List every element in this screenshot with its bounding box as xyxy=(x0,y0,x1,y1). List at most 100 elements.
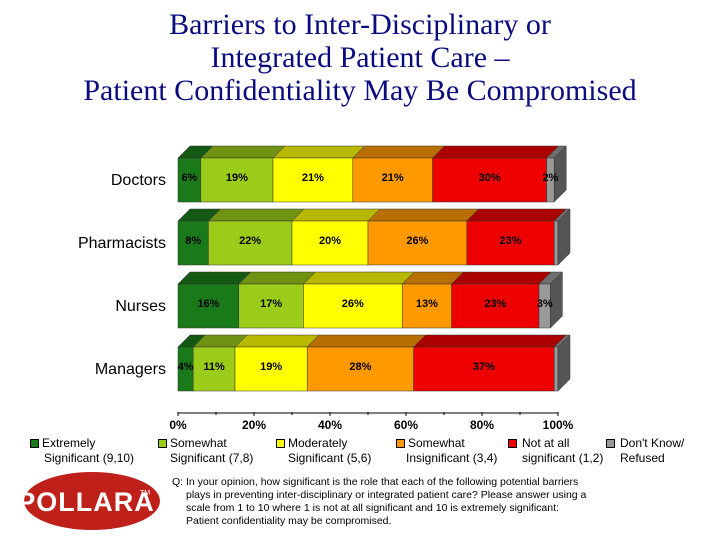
x-tick-label: 60% xyxy=(394,418,418,432)
data-label: 21% xyxy=(382,172,404,184)
data-label: 21% xyxy=(302,172,324,184)
data-label: 2% xyxy=(542,172,558,184)
bar-segment-top xyxy=(200,145,286,159)
bar-segment xyxy=(553,220,559,266)
bar-segment xyxy=(303,283,403,329)
bar-segment-top xyxy=(302,271,415,285)
bar-segment-top xyxy=(450,271,552,285)
data-label: 23% xyxy=(484,298,506,310)
data-label: 4% xyxy=(178,361,194,373)
category-label: Doctors xyxy=(111,172,166,189)
legend-label-line1: Somewhat xyxy=(170,436,227,450)
logo-ellipse xyxy=(24,472,160,530)
bar-segment-top xyxy=(177,271,252,285)
category-label: Pharmacists xyxy=(78,235,166,252)
data-label: 16% xyxy=(197,298,219,310)
legend-label-line2: Significant (9,10) xyxy=(44,451,135,465)
bar-segment-top xyxy=(352,145,446,159)
bar-segment xyxy=(413,346,555,392)
bar-segment xyxy=(272,157,354,203)
data-label: 13% xyxy=(416,298,438,310)
pollara-logo: POLLARA TM xyxy=(22,472,160,530)
data-label: 3% xyxy=(537,298,553,310)
title-line-2: Integrated Patient Care – xyxy=(210,41,510,74)
stacked-bar-chart: 0% 20% 40% 60% 80% 100% Doctors 6% 19% 21% 21% 30% 2… xyxy=(78,145,574,432)
x-tick-label: 0% xyxy=(169,418,187,432)
data-label: 30% xyxy=(479,172,501,184)
bar-segment xyxy=(208,220,293,266)
data-label: 17% xyxy=(260,298,282,310)
legend-swatch xyxy=(158,439,167,448)
question-line-4: Patient confidentiality may be compromis… xyxy=(186,515,392,527)
bar-segment xyxy=(367,220,468,266)
legend-label-line2: Refused xyxy=(620,451,665,465)
data-label: 6% xyxy=(181,172,197,184)
chart-title: Barriers to Inter-Disciplinary or Integr… xyxy=(0,8,720,107)
data-label: 19% xyxy=(226,172,248,184)
data-label: 26% xyxy=(406,235,428,247)
legend-swatch xyxy=(606,439,615,448)
bar-end-face xyxy=(553,145,567,203)
legend-label-line2: Insignificant (3,4) xyxy=(406,451,498,465)
bar-segment xyxy=(177,220,209,266)
bar-segment-top xyxy=(207,208,305,222)
bar-segment xyxy=(291,220,369,266)
bar-segment xyxy=(177,283,240,329)
bar-segment xyxy=(200,157,274,203)
legend-swatch xyxy=(396,439,405,448)
bar-end-face xyxy=(557,208,571,266)
legend-label-line1: Not at all xyxy=(522,436,570,450)
legend-label-line2: significant (1,2) xyxy=(522,451,604,465)
question-line-2: plays in preventing inter-disciplinary o… xyxy=(186,489,587,501)
logo-trademark: TM xyxy=(140,490,150,497)
bar-segment xyxy=(553,346,559,392)
bar-segment-top xyxy=(431,145,560,159)
question-line-1: Q: In your opinion, how significant is t… xyxy=(172,476,579,488)
x-tick-label: 100% xyxy=(543,418,574,432)
bar-segment-top xyxy=(306,334,427,348)
bar-segment-top xyxy=(412,334,567,348)
bar-segment xyxy=(432,157,547,203)
legend-swatch xyxy=(276,439,285,448)
question-line-3: scale from 1 to 10 where 1 is not at all… xyxy=(186,502,559,514)
bar-segment-top xyxy=(272,145,366,159)
legend-swatch xyxy=(30,439,39,448)
x-tick-label: 80% xyxy=(470,418,494,432)
survey-question: Q: In your opinion, how significant is t… xyxy=(172,476,692,528)
title-line-1: Barriers to Inter-Disciplinary or xyxy=(169,8,551,41)
data-label: 11% xyxy=(203,361,225,373)
bar-end-face xyxy=(557,334,571,392)
bar-segment xyxy=(466,220,555,266)
data-label: 23% xyxy=(499,235,521,247)
bar-segment-top xyxy=(238,271,317,285)
legend-label-line1: Moderately xyxy=(288,436,348,450)
data-label: 26% xyxy=(342,298,364,310)
bar-segment xyxy=(451,283,540,329)
bar-end-face xyxy=(550,271,563,329)
legend-label-line2: Significant (5,6) xyxy=(288,451,372,465)
category-label: Nurses xyxy=(115,298,166,315)
title-line-3: Patient Confidentiality May Be Compromis… xyxy=(83,74,637,107)
legend-label-line2: Significant (7,8) xyxy=(170,451,254,465)
bar-segment-top xyxy=(367,208,480,222)
x-tick-label: 40% xyxy=(318,418,342,432)
bar-segment-top xyxy=(466,208,567,222)
chart-legend: Extremely Significant (9,10) Somewhat Si… xyxy=(0,436,720,468)
bar-segment xyxy=(401,283,452,329)
legend-label-line1: Don't Know/ xyxy=(620,436,685,450)
data-label: 19% xyxy=(260,361,282,373)
legend-label-line1: Somewhat xyxy=(408,436,465,450)
data-label: 20% xyxy=(319,235,341,247)
bar-segment xyxy=(306,346,414,392)
data-label: 22% xyxy=(239,235,261,247)
data-label: 37% xyxy=(473,361,495,373)
bar-segment xyxy=(352,157,433,203)
logo-text: POLLARA xyxy=(22,487,155,517)
bar-segment-top xyxy=(291,208,381,222)
bar-segment xyxy=(234,346,308,392)
x-tick-label: 20% xyxy=(242,418,266,432)
category-label: Managers xyxy=(95,361,166,378)
bar-segment xyxy=(238,283,304,329)
data-label: 8% xyxy=(185,235,201,247)
legend-label-line1: Extremely xyxy=(42,436,96,450)
